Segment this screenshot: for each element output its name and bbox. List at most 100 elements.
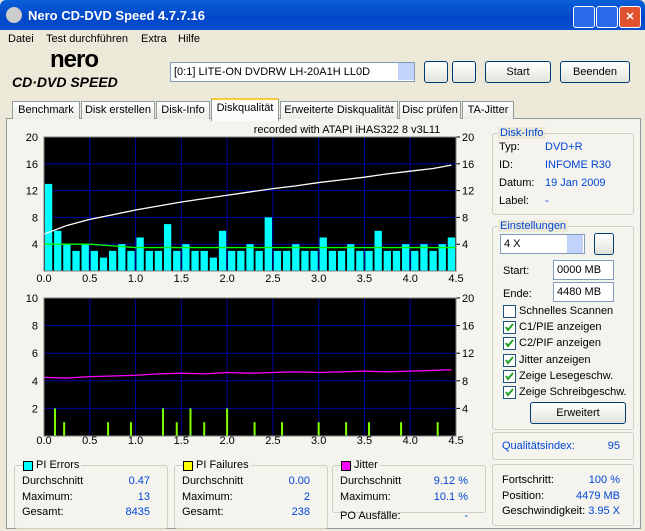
bar <box>226 408 229 436</box>
tab[interactable]: Disk erstellen <box>81 101 155 119</box>
settings-group: Einstellungen <box>492 220 634 430</box>
x-tick-label: 4.5 <box>448 273 463 285</box>
info-label: Label: <box>499 195 529 207</box>
menu-item[interactable]: Test durchführen <box>46 33 128 45</box>
bar <box>436 422 439 436</box>
minimize-button[interactable] <box>573 6 595 28</box>
progress-value: 3.95 X <box>588 505 620 517</box>
tab[interactable]: TA-Jitter <box>462 101 514 119</box>
stats-title: PI Failures <box>194 459 251 471</box>
progress-label: Geschwindigkeit: <box>502 505 586 517</box>
progress-value: 4479 MB <box>575 489 620 502</box>
bar <box>301 250 309 271</box>
checkbox-label[interactable]: Schnelles Scannen <box>519 305 614 317</box>
plot-area <box>44 298 456 436</box>
y2-tick-label: 4 <box>462 239 468 251</box>
start-input[interactable]: 0000 MB <box>553 260 614 280</box>
bar <box>310 250 318 271</box>
tab[interactable]: Erweiterte Diskqualität <box>280 101 398 119</box>
advanced-button[interactable]: Erweitert <box>530 402 626 424</box>
group-title: Disk-Info <box>498 127 546 139</box>
end-input[interactable]: 4480 MB <box>553 282 614 302</box>
bar <box>53 408 56 436</box>
bar <box>292 244 300 271</box>
maximize-button[interactable] <box>596 6 618 28</box>
bar <box>44 183 53 271</box>
progress-value: 100 % <box>588 474 620 486</box>
bar <box>200 250 208 271</box>
start-button[interactable]: Start <box>485 61 551 83</box>
y2-tick-label: 16 <box>462 159 474 171</box>
checkbox-label[interactable]: Zeige Schreibgeschw. <box>519 386 627 398</box>
bar <box>317 422 320 436</box>
bar <box>383 250 391 271</box>
bar <box>347 244 355 271</box>
bar <box>429 250 437 271</box>
x-tick-label: 2.5 <box>265 435 280 447</box>
stats-group <box>174 465 328 529</box>
checkbox[interactable] <box>503 337 516 351</box>
eject-button[interactable] <box>424 61 448 83</box>
menu-item[interactable]: Extra <box>141 33 167 45</box>
checkbox-label[interactable]: C2/PIF anzeigen <box>519 337 601 350</box>
stats-label: Gesamt: <box>182 506 224 518</box>
bar <box>203 422 206 436</box>
bar <box>368 422 371 436</box>
stats-value: 9.12 % <box>433 475 468 487</box>
checkbox-label[interactable]: Jitter anzeigen <box>519 353 591 366</box>
checkbox[interactable] <box>503 305 516 318</box>
progress-label: Fortschritt: <box>502 474 554 486</box>
stats-label: Durchschnitt <box>340 475 402 487</box>
logo-product: CD·DVD SPEED <box>12 74 118 90</box>
checkbox[interactable] <box>503 353 516 367</box>
x-tick-label: 1.0 <box>128 273 143 285</box>
stats-value: 0.00 <box>288 475 310 487</box>
bar <box>337 250 346 271</box>
stats-value: 238 <box>291 506 310 518</box>
close-button[interactable]: ✕ <box>619 6 641 28</box>
bar <box>54 230 62 271</box>
info-label: Datum: <box>499 177 535 189</box>
quality-label: Qualitätsindex: <box>502 440 575 452</box>
tab[interactable]: Benchmark <box>12 101 80 119</box>
tab[interactable]: Diskqualität <box>211 98 279 121</box>
checkbox-label[interactable]: Zeige Lesegeschw. <box>519 369 614 382</box>
x-tick-label: 3.0 <box>311 435 326 447</box>
x-tick-label: 1.0 <box>128 435 143 447</box>
bar <box>281 422 284 436</box>
bar <box>72 250 80 271</box>
x-tick-label: 1.5 <box>174 273 189 285</box>
checkbox[interactable] <box>503 386 516 399</box>
tab[interactable]: Disc prüfen <box>399 101 461 119</box>
speed-select[interactable]: 4 X <box>500 234 585 254</box>
line <box>44 243 456 249</box>
save-button[interactable] <box>452 61 476 83</box>
refresh-button[interactable] <box>594 233 614 255</box>
checkbox[interactable] <box>503 369 516 383</box>
stop-button[interactable]: Beenden <box>560 61 630 83</box>
x-tick-label: 3.0 <box>311 273 326 285</box>
y2-tick-label: 8 <box>462 376 468 388</box>
x-tick-label: 3.5 <box>357 435 372 447</box>
bar <box>411 250 419 271</box>
checkbox[interactable] <box>503 321 516 335</box>
dropdown-arrow[interactable] <box>398 63 414 80</box>
window-title: Nero CD-DVD Speed 4.7.7.16 <box>28 8 206 23</box>
tab[interactable]: Disk-Info <box>156 101 210 119</box>
menu-item[interactable]: Hilfe <box>178 33 201 45</box>
bar <box>218 230 227 271</box>
bar <box>189 408 192 436</box>
progress-label: Position: <box>502 489 545 502</box>
checkbox-label[interactable]: C1/PIE anzeigen <box>519 321 602 334</box>
bar <box>400 422 403 436</box>
stats-value: 10.1 % <box>433 490 468 503</box>
stats-label: Durchschnitt <box>22 475 84 487</box>
bar <box>136 237 144 271</box>
dropdown-arrow[interactable] <box>567 235 583 253</box>
drive-select[interactable]: [0:1] LITE-ON DVDRW LH-20A1H LL0D <box>170 62 415 82</box>
y-tick-label: 12 <box>26 186 38 198</box>
bar <box>438 244 446 271</box>
menu-item[interactable]: Datei <box>8 33 34 45</box>
y-tick-label: 4 <box>32 239 38 251</box>
y2-tick-label: 4 <box>462 403 468 415</box>
